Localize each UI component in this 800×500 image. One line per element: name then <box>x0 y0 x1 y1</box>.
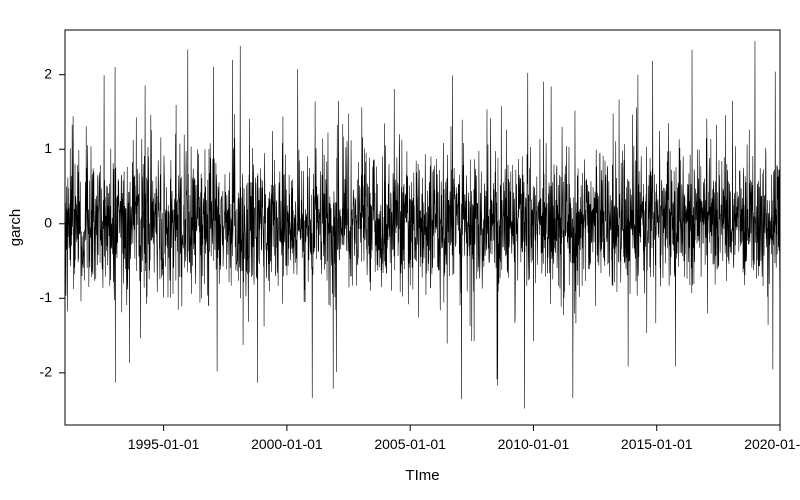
y-axis-label: garch <box>7 209 24 247</box>
y-tick-label: -1 <box>40 289 53 305</box>
x-tick-label: 2010-01-01 <box>498 436 570 452</box>
x-tick-label: 2015-01-01 <box>621 436 693 452</box>
x-tick-label: 1995-01-01 <box>128 436 200 452</box>
y-tick-label: 1 <box>44 140 52 156</box>
y-tick-label: -2 <box>40 364 53 380</box>
x-tick-label: 2020-01-01 <box>744 436 800 452</box>
y-tick-label: 2 <box>44 65 52 81</box>
timeseries-chart: -2 -1 0 1 2 garch 1995-01-01 2000-01-01 2005-01-… <box>0 0 800 500</box>
x-tick-label: 2005-01-01 <box>374 436 446 452</box>
x-axis-label: TIme <box>405 467 439 484</box>
x-tick-label: 2000-01-01 <box>251 436 323 452</box>
y-tick-label: 0 <box>44 214 52 230</box>
